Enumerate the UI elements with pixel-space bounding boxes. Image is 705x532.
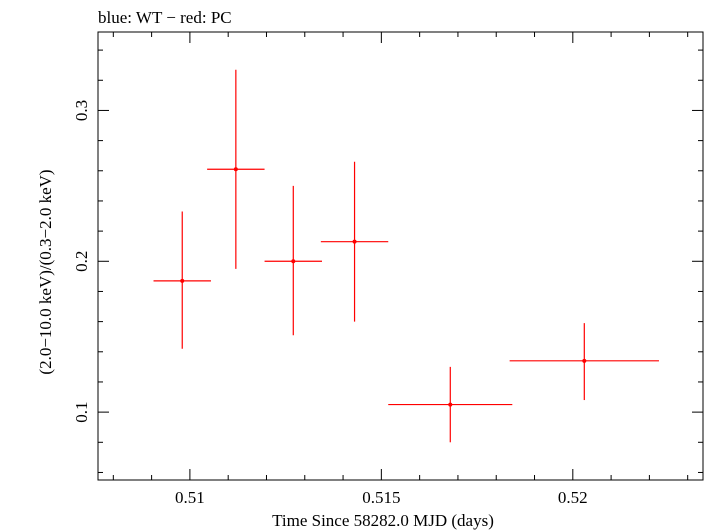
data-point bbox=[153, 211, 211, 349]
y-axis-label: (2.0−10.0 keV)/(0.3−2.0 keV) bbox=[36, 169, 55, 374]
point-marker bbox=[180, 278, 185, 283]
y-tick-label: 0.1 bbox=[72, 401, 91, 422]
x-tick-label: 0.515 bbox=[362, 488, 400, 507]
axis-ticks bbox=[98, 32, 703, 480]
y-tick-label: 0.2 bbox=[72, 251, 91, 272]
x-tick-label: 0.52 bbox=[558, 488, 588, 507]
point-marker bbox=[291, 259, 296, 264]
data-point bbox=[207, 69, 265, 269]
x-tick-label: 0.51 bbox=[175, 488, 205, 507]
plot-frame bbox=[97, 31, 704, 481]
y-tick-label: 0.3 bbox=[72, 100, 91, 121]
data-point bbox=[388, 366, 513, 443]
point-marker bbox=[448, 402, 453, 407]
data-point bbox=[320, 161, 389, 322]
x-axis-label: Time Since 58282.0 MJD (days) bbox=[272, 511, 494, 530]
data-point bbox=[264, 185, 323, 336]
point-marker bbox=[233, 167, 238, 172]
point-marker bbox=[582, 358, 587, 363]
axis-tick-labels: 0.51 0.515 0.52 0.1 0.2 0.3 bbox=[72, 100, 588, 507]
point-marker bbox=[352, 239, 357, 244]
data-point bbox=[509, 323, 659, 401]
data-points bbox=[153, 69, 659, 443]
chart-title: blue: WT − red: PC bbox=[98, 8, 232, 27]
